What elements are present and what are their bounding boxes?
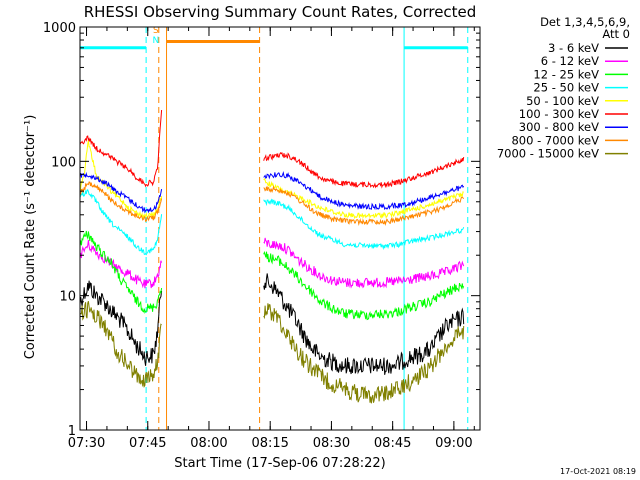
- plot-frame: [79, 26, 481, 431]
- flag-marker-1: S: [153, 26, 159, 36]
- series-2-pre-gap: [79, 240, 163, 289]
- series-6-post-gap: [263, 151, 465, 189]
- legend-label-5: 50 - 100 keV: [526, 94, 599, 108]
- series-2-post-gap: [263, 237, 465, 289]
- series-3-post-gap: [263, 250, 465, 321]
- x-tick-label: 08:30: [313, 436, 350, 451]
- y-tick-label: 100: [51, 155, 76, 170]
- series-8-pre-gap: [79, 181, 163, 223]
- series-4-post-gap: [263, 198, 465, 251]
- x-tick-label: 08:00: [190, 436, 227, 451]
- series-9-post-gap: [263, 303, 465, 404]
- axes: 1 10 100 1000 07:30 07:45 08:00 08:15 08:30 08:45…: [43, 21, 481, 451]
- legend-label-2: 6 - 12 keV: [541, 54, 599, 68]
- y-tick-label: 1000: [43, 21, 76, 36]
- series-4-pre-gap: [79, 189, 163, 256]
- x-tick-label: 08:45: [374, 436, 411, 451]
- series-6-pre-gap: [79, 109, 163, 188]
- series-1-post-gap: [263, 273, 465, 375]
- legend-label-1: 3 - 6 keV: [548, 41, 599, 55]
- chart-title: RHESSI Observing Summary Count Rates, Co…: [84, 3, 477, 21]
- series-8-post-gap: [263, 184, 465, 227]
- series-9-pre-gap: [79, 301, 162, 388]
- legend-label-8: 800 - 7000 keV: [511, 133, 599, 147]
- legend-header-line-1: Det 1,3,4,5,6,9,: [540, 15, 630, 29]
- legend-label-4: 25 - 50 keV: [533, 81, 599, 95]
- footer-date: 17-Oct-2021 08:19: [560, 467, 636, 476]
- y-axis-label: Corrected Count Rate (s⁻¹ detector⁻¹): [23, 115, 38, 360]
- legend-label-9: 7000 - 15000 keV: [497, 147, 599, 161]
- x-tick-label: 07:30: [68, 436, 105, 451]
- legend-label-3: 12 - 25 keV: [533, 67, 599, 81]
- x-tick-label: 08:15: [251, 436, 288, 451]
- y-tick-label: 1: [68, 424, 76, 439]
- series-1-pre-gap: [79, 280, 163, 366]
- plot-area: SN: [79, 26, 469, 430]
- y-tick-label: 10: [59, 290, 76, 305]
- flag-marker-2: N: [153, 36, 160, 46]
- series-5-post-gap: [263, 178, 464, 220]
- x-axis-label: Start Time (17-Sep-06 07:28:22): [174, 456, 385, 471]
- series-3-pre-gap: [79, 230, 163, 314]
- legend-label-6: 100 - 300 keV: [519, 107, 599, 121]
- series-7-post-gap: [263, 170, 465, 211]
- x-tick-label: 09:00: [435, 436, 472, 451]
- legend-header-line-2: Att 0: [602, 27, 630, 41]
- legend-label-7: 300 - 800 keV: [519, 120, 599, 134]
- x-tick-label: 07:45: [129, 436, 166, 451]
- series-7-pre-gap: [79, 171, 163, 214]
